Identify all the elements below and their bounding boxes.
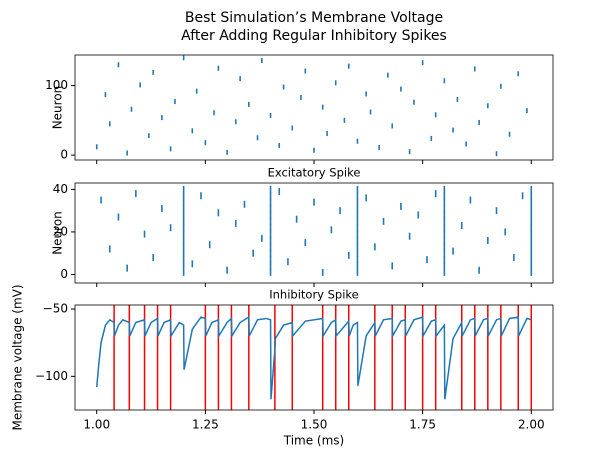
axes-title: Excitatory Spike [268,166,361,180]
y-axis-label: Membrane voltage (mV) [11,284,25,430]
x-tick-label: 2.00 [518,418,545,432]
y-tick-label: 20 [53,224,68,238]
y-axis-label: Neuron [51,211,65,255]
figure-title: Best Simulation’s Membrane Voltage [185,10,443,26]
x-axis-label: Time (ms) [283,434,345,448]
y-tick-label: −100 [35,369,68,383]
axes-title: Inhibitory Spike [269,288,359,302]
axes-frame [74,304,554,411]
y-axis-label: Neuron [51,86,65,130]
y-tick-label: 100 [45,78,68,92]
axes-frame [74,182,554,284]
x-tick-label: 1.00 [83,418,110,432]
x-tick-label: 1.50 [301,418,328,432]
voltage-line [95,315,532,400]
y-tick-label: −50 [43,302,68,316]
y-tick-label: 0 [60,267,68,281]
x-tick-label: 1.75 [409,418,436,432]
y-tick-label: 0 [60,148,68,162]
x-tick-label: 1.25 [192,418,219,432]
axes-frame [74,54,554,161]
figure-title: After Adding Regular Inhibitory Spikes [181,28,447,44]
y-tick-label: 40 [53,182,68,196]
